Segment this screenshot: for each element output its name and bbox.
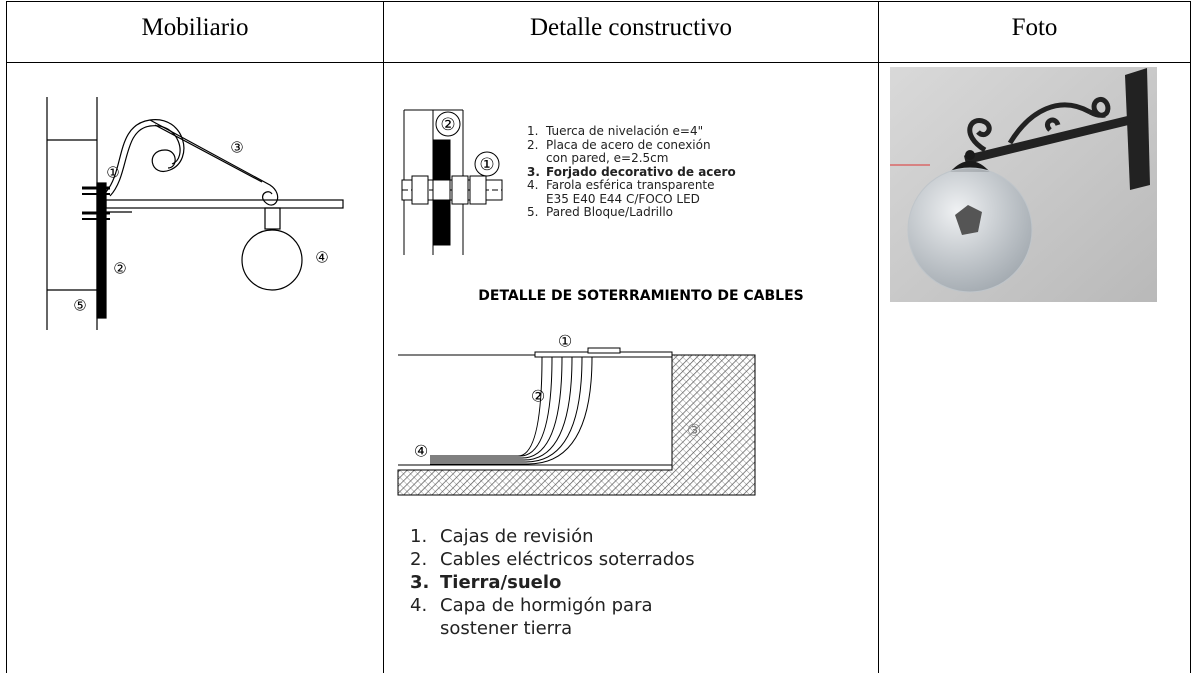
list-item: 2. Placa de acero de conexión con pared, e… — [527, 137, 787, 166]
item-line: Cables eléctricos soterrados — [440, 549, 695, 570]
item-number: 1. — [410, 526, 428, 547]
item-number: 3. — [527, 164, 540, 179]
callout: ③ — [230, 139, 243, 157]
border — [1190, 1, 1191, 673]
item-line: Cajas de revisión — [440, 526, 594, 547]
item-text: Tuerca de nivelación e=4" — [546, 124, 704, 139]
item-number: 2. — [410, 549, 428, 570]
callout: ④ — [414, 442, 428, 461]
item-text: Tierra/suelo — [440, 571, 561, 594]
list-item: 1. Tuerca de nivelación e=4" — [527, 124, 787, 139]
item-number: 4. — [527, 178, 539, 192]
callout: ④ — [315, 249, 328, 267]
item-line: Farola esférica transparente — [546, 178, 715, 192]
cables-list: 1. Cajas de revisión 2. Cables eléctricos s… — [410, 525, 810, 640]
border — [878, 1, 879, 673]
list-item: 4. Farola esférica transparente E35 E40 E4… — [527, 178, 787, 206]
detail-list: 1. Tuerca de nivelación e=4" 2. Placa de ac… — [527, 124, 787, 220]
bolt-drawing: ② ① — [401, 109, 503, 255]
list-item: 4. Capa de hormigón para sostener tierra — [410, 594, 810, 640]
subtitle: DETALLE DE SOTERRAMIENTO DE CABLES — [478, 288, 804, 304]
item-number: 3. — [410, 572, 430, 593]
item-text: Pared Bloque/Ladrillo — [546, 205, 674, 220]
item-line: Pared Bloque/Ladrillo — [546, 205, 674, 219]
header: Mobiliario — [141, 14, 249, 41]
callout: ⑤ — [73, 297, 86, 315]
lamp-drawing: ① ② ③ ④ ⑤ — [46, 97, 344, 330]
border — [383, 1, 384, 673]
item-line: Capa de hormigón para — [440, 595, 653, 616]
item-line: con pared, e=2.5cm — [546, 151, 669, 165]
item-text: Capa de hormigón para sostener tierra — [440, 594, 653, 640]
item-text: Forjado decorativo de acero — [546, 164, 736, 180]
item-line: Tierra/suelo — [440, 572, 562, 593]
item-line: E35 E40 E44 C/FOCO LED — [546, 191, 700, 206]
callout: ② — [113, 260, 126, 278]
list-item: 3. Tierra/suelo — [410, 571, 810, 594]
callout: ① — [558, 332, 572, 351]
border — [6, 1, 7, 673]
item-text: Cajas de revisión — [440, 525, 593, 548]
list-item: 3. Forjado decorativo de acero — [527, 164, 787, 180]
list-item: 5. Pared Bloque/Ladrillo — [527, 205, 787, 220]
border — [6, 1, 1191, 2]
item-number: 1. — [527, 124, 539, 138]
callout: ② — [440, 115, 455, 135]
border — [6, 62, 1191, 63]
item-line: Forjado decorativo de acero — [546, 164, 736, 179]
callout: ② — [531, 387, 545, 406]
photo — [890, 67, 1157, 302]
cables-drawing: ① ② ③ ④ — [397, 332, 756, 496]
item-line: Placa de acero de conexión — [546, 137, 711, 152]
item-text: Cables eléctricos soterrados — [440, 548, 695, 571]
item-line: sostener tierra — [440, 618, 573, 639]
item-line: Tuerca de nivelación e=4" — [546, 124, 704, 138]
item-text: Farola esférica transparente E35 E40 E44 … — [546, 178, 715, 206]
header: Detalle constructivo — [529, 14, 732, 41]
item-text: Placa de acero de conexión con pared, e=2… — [546, 137, 711, 166]
list-item: 1. Cajas de revisión — [410, 525, 810, 548]
callout: ① — [106, 164, 119, 182]
header: Foto — [1011, 14, 1058, 41]
list-item: 2. Cables eléctricos soterrados — [410, 548, 810, 571]
callout: ① — [479, 155, 494, 175]
item-number: 2. — [527, 137, 539, 152]
item-number: 4. — [410, 595, 428, 616]
item-number: 5. — [527, 205, 539, 219]
callout: ③ — [687, 421, 701, 440]
